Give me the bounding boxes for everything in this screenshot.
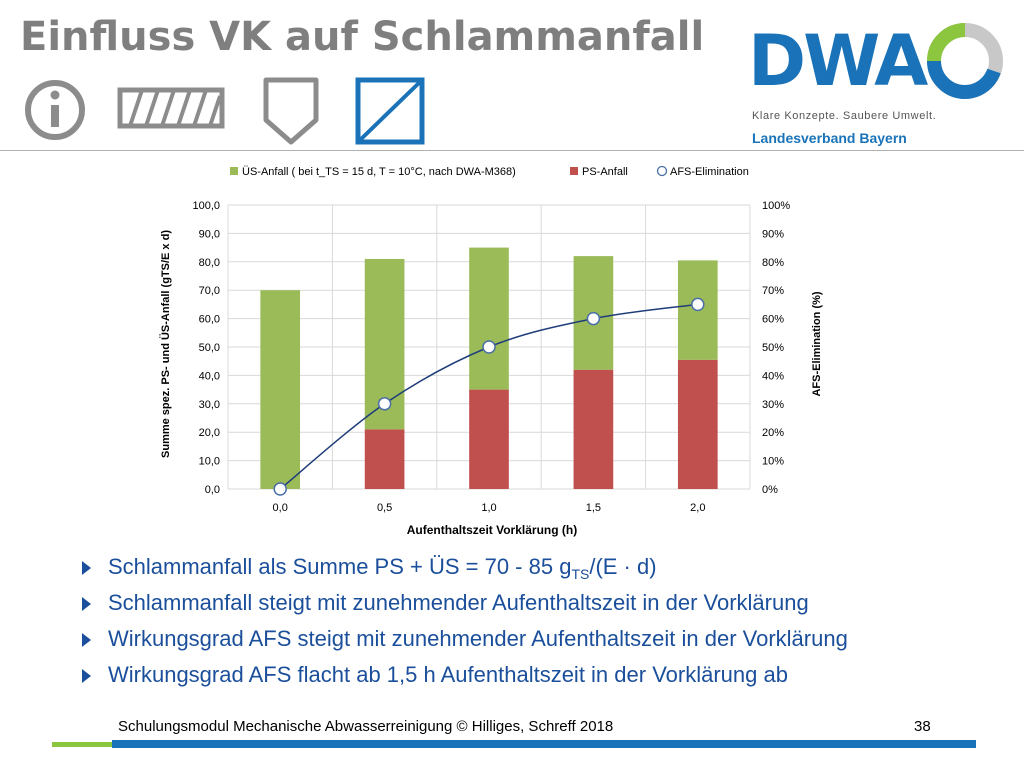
y-tick-label: 30,0	[199, 399, 220, 411]
footer-text: Schulungsmodul Mechanische Abwasserreini…	[118, 718, 614, 735]
x-axis-ticks: 0,0 0,5 1,0 1,5 2,0	[273, 502, 706, 514]
us-bar	[469, 247, 509, 390]
y-tick-label: 40,0	[199, 370, 220, 382]
page-number: 38	[914, 718, 931, 735]
y2-tick-label: 70%	[762, 285, 784, 297]
afs-point	[377, 397, 392, 411]
y2-tick-label: 30%	[762, 399, 784, 411]
dwa-logo: DWA Klare Konzepte. Saubere Umwelt. Land…	[748, 18, 1010, 150]
ps-bar	[677, 359, 718, 489]
bullet-arrow-icon	[82, 633, 91, 647]
x-tick-label: 0,0	[273, 502, 288, 514]
x-tick-label: 0,5	[377, 502, 392, 514]
y2-tick-label: 40%	[762, 370, 784, 382]
x-tick-label: 1,5	[586, 502, 601, 514]
bullet-text: Schlammanfall steigt mit zunehmender Auf…	[108, 590, 809, 615]
y-tick-label: 70,0	[199, 285, 220, 297]
legend-label: AFS-Elimination	[670, 166, 749, 178]
x-tick-label: 1,0	[481, 502, 496, 514]
bullet-item: Wirkungsgrad AFS flacht ab 1,5 h Aufenth…	[82, 660, 1002, 696]
bullet-item: Wirkungsgrad AFS steigt mit zunehmender …	[82, 624, 1002, 660]
bullet-text: Wirkungsgrad AFS steigt mit zunehmender …	[108, 626, 848, 651]
bullet-arrow-icon	[82, 669, 91, 683]
us-bar	[260, 290, 301, 489]
afs-point	[691, 297, 705, 312]
y-tick-label: 100,0	[192, 200, 220, 212]
bullet-text-tail: /(E · d)	[589, 554, 657, 579]
y2-tick-label: 20%	[762, 427, 784, 439]
legend-label: ÜS-Anfall ( bei t_TS = 15 d, T = 10°C, n…	[242, 166, 516, 178]
footer-accent-blue	[112, 740, 976, 748]
legend-swatch	[230, 167, 238, 175]
ps-bar	[573, 369, 614, 489]
logo-tagline: Klare Konzepte. Saubere Umwelt.	[752, 110, 937, 122]
y-tick-label: 0,0	[205, 484, 220, 496]
bullet-text: Schlammanfall als Summe PS + ÜS = 70 - 8…	[108, 554, 572, 579]
y-tick-label: 50,0	[199, 342, 220, 354]
info-icon	[25, 80, 85, 140]
legend-swatch	[570, 167, 578, 175]
bullet-arrow-icon	[82, 561, 91, 575]
header-divider	[0, 150, 1024, 151]
y-tick-label: 10,0	[199, 456, 220, 468]
y2-tick-label: 90%	[762, 228, 784, 240]
y2-tick-label: 100%	[762, 200, 790, 212]
y-tick-label: 60,0	[199, 314, 220, 326]
x-axis-label: Aufenthaltszeit Vorklärung (h)	[407, 523, 577, 537]
legend-marker	[656, 165, 668, 177]
hatched-bar-icon	[117, 87, 225, 129]
y-tick-label: 80,0	[199, 257, 220, 269]
bullet-arrow-icon	[82, 597, 91, 611]
icon-bar	[25, 77, 425, 145]
afs-point	[273, 482, 287, 496]
chart-bars	[260, 247, 718, 489]
chart-legend: ÜS-Anfall ( bei t_TS = 15 d, T = 10°C, n…	[230, 165, 749, 178]
ps-bar	[364, 429, 405, 489]
ps-bar	[469, 389, 509, 489]
y2-tick-label: 50%	[762, 342, 784, 354]
y-tick-label: 20,0	[199, 427, 220, 439]
y2-tick-label: 80%	[762, 257, 784, 269]
y-tick-label: 90,0	[199, 228, 220, 240]
bullet-item: Schlammanfall steigt mit zunehmender Auf…	[82, 588, 1002, 624]
afs-line	[273, 297, 705, 496]
logo-ring-icon	[927, 23, 1003, 99]
bullet-list: Schlammanfall als Summe PS + ÜS = 70 - 8…	[82, 552, 1002, 696]
shield-icon	[263, 77, 319, 145]
sludge-chart: ÜS-Anfall ( bei t_TS = 15 d, T = 10°C, n…	[159, 165, 823, 537]
bullet-item: Schlammanfall als Summe PS + ÜS = 70 - 8…	[82, 552, 1002, 588]
slide-title: Einfluss VK auf Schlammanfall	[20, 14, 705, 60]
y2-axis-label: AFS-Elimination (%)	[811, 291, 823, 396]
afs-point	[586, 311, 601, 326]
legend-label: PS-Anfall	[582, 166, 628, 178]
diagonal-box-icon	[355, 77, 425, 145]
bullet-subscript: TS	[571, 566, 590, 582]
y2-tick-label: 0%	[762, 484, 778, 496]
y2-tick-label: 60%	[762, 314, 784, 326]
y2-axis-ticks: 0% 10% 20% 30% 40% 50% 60% 70% 80% 90% 100%	[762, 200, 790, 496]
afs-point	[482, 340, 496, 354]
logo-wordmark: DWA	[748, 20, 928, 102]
logo-region: Landesverband Bayern	[752, 130, 907, 146]
y-axis-label: Summe spez. PS- und ÜS-Anfall (gTS/E x d…	[159, 230, 172, 458]
footer-accent-green	[52, 742, 112, 747]
bullet-text: Wirkungsgrad AFS flacht ab 1,5 h Aufenth…	[108, 662, 788, 687]
y2-tick-label: 10%	[762, 456, 784, 468]
x-tick-label: 2,0	[690, 502, 705, 514]
y-axis-ticks: 0,0 10,0 20,0 30,0 40,0 50,0 60,0 70,0 80,0 90,0 1…	[192, 200, 220, 496]
